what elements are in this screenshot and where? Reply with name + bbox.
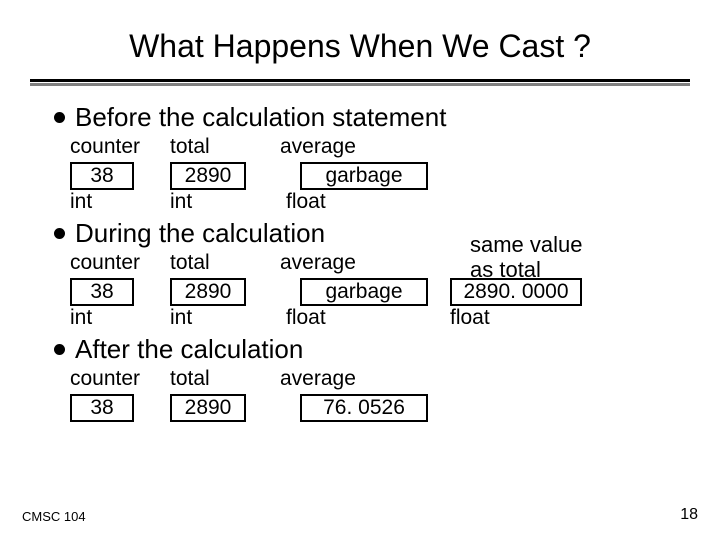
before-total-type: int — [170, 190, 280, 214]
label-counter: counter — [70, 135, 170, 159]
after-total-box: 2890 — [170, 394, 246, 422]
during-counter-box: 38 — [70, 278, 134, 306]
during-total-type: int — [170, 306, 280, 330]
label-total: total — [170, 367, 280, 391]
before-counter-box: 38 — [70, 162, 134, 190]
before-counter-type: int — [70, 190, 170, 214]
label-average: average — [280, 367, 440, 391]
bullet-before-text: Before the calculation statement — [75, 102, 446, 133]
bullet-icon — [54, 112, 65, 123]
before-average-box: garbage — [300, 162, 428, 190]
label-counter: counter — [70, 367, 170, 391]
during-counter-type: int — [70, 306, 170, 330]
during-average-box: garbage — [300, 278, 428, 306]
footer-course: CMSC 104 — [22, 509, 86, 524]
before-types: int int float — [70, 190, 670, 214]
during-total-box: 2890 — [170, 278, 246, 306]
label-total: total — [170, 135, 280, 159]
slide-content: Before the calculation statement counter… — [0, 92, 720, 422]
before-total-box: 2890 — [170, 162, 246, 190]
same-value-note: same value as total — [470, 232, 583, 283]
after-labels: counter total average — [70, 367, 670, 392]
before-values: 38 2890 garbage — [70, 162, 670, 190]
after-average-box: 76. 0526 — [300, 394, 428, 422]
bullet-before: Before the calculation statement — [54, 102, 670, 133]
label-average: average — [280, 251, 440, 275]
label-average: average — [280, 135, 440, 159]
bullet-icon — [54, 344, 65, 355]
bullet-during-text: During the calculation — [75, 218, 325, 249]
label-counter: counter — [70, 251, 170, 275]
before-average-type: float — [286, 190, 440, 214]
during-extra-type: float — [450, 306, 600, 330]
bullet-after-text: After the calculation — [75, 334, 303, 365]
note-line1: same value — [470, 232, 583, 257]
during-average-type: float — [286, 306, 440, 330]
footer-page: 18 — [680, 506, 698, 524]
slide-title: What Happens When We Cast ? — [0, 0, 720, 79]
after-counter-box: 38 — [70, 394, 134, 422]
during-types: int int float float — [70, 306, 670, 330]
bullet-icon — [54, 228, 65, 239]
note-line2: as total — [470, 257, 583, 282]
before-labels: counter total average — [70, 135, 670, 160]
after-values: 38 2890 76. 0526 — [70, 394, 670, 422]
bullet-after: After the calculation — [54, 334, 670, 365]
label-total: total — [170, 251, 280, 275]
title-rule — [0, 79, 720, 92]
